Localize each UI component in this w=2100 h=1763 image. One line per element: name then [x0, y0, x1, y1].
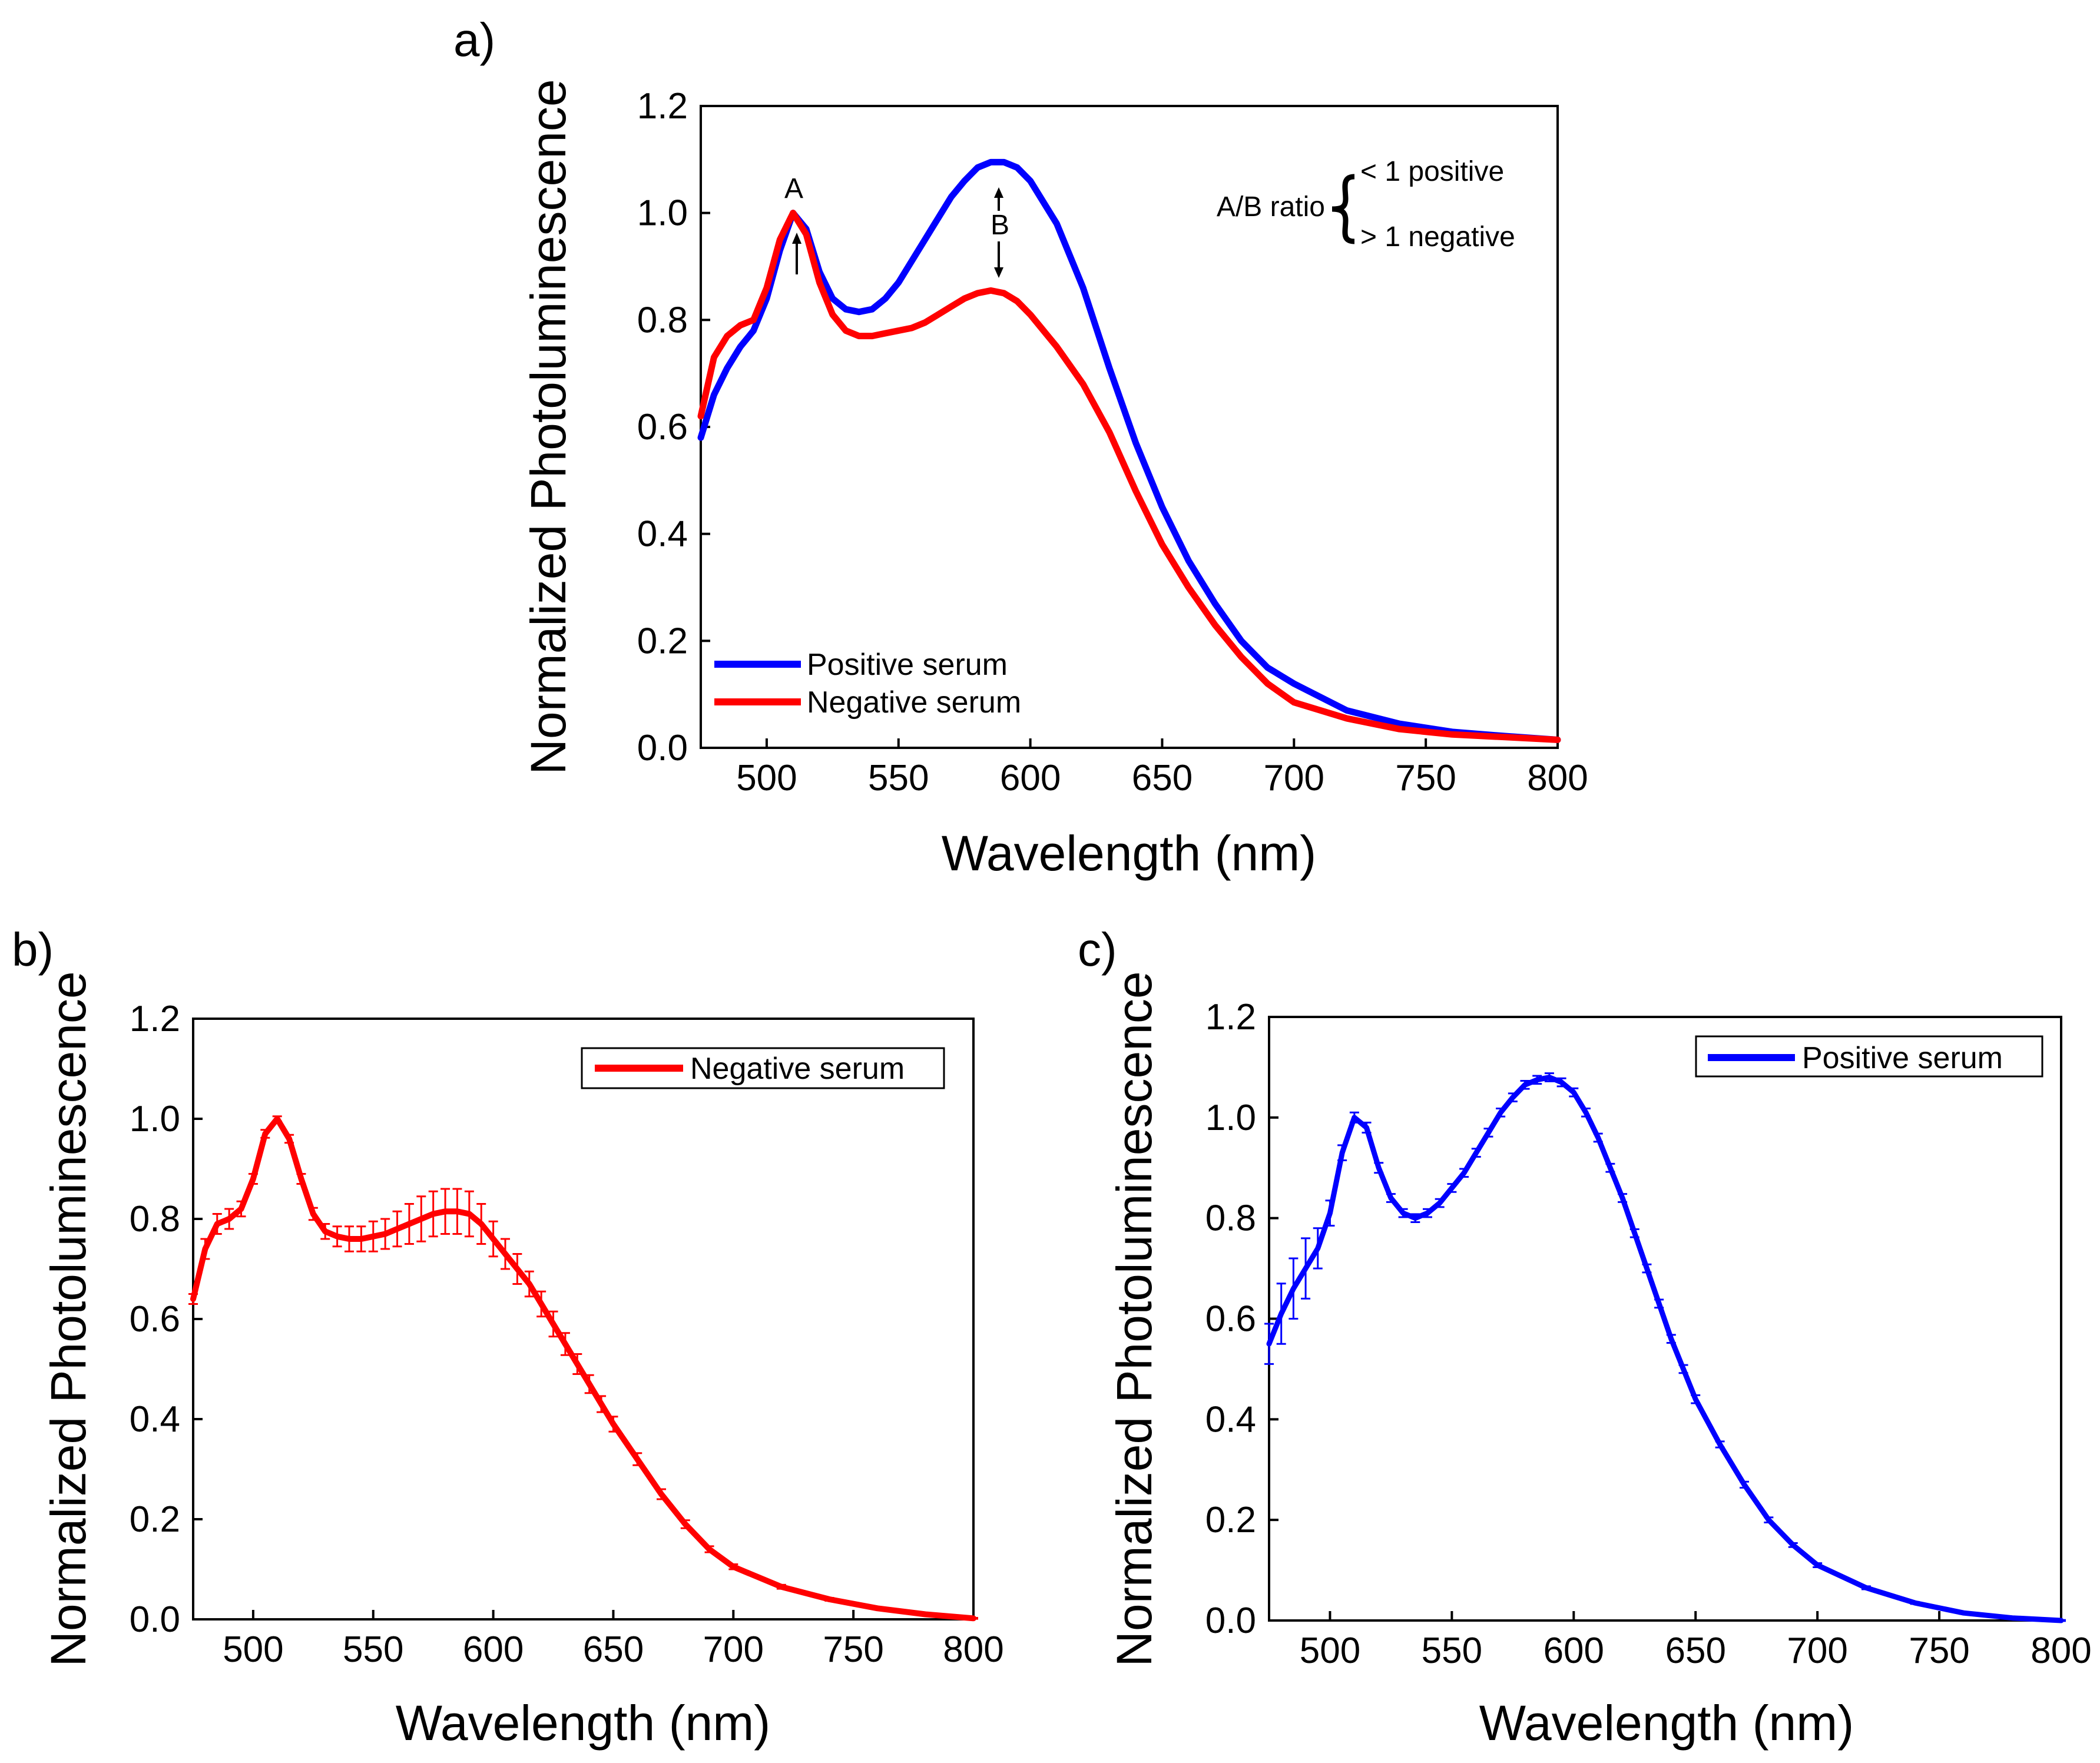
x-tick-label: 700	[1264, 758, 1324, 798]
panel-b-label: b)	[12, 923, 54, 976]
panel-c-y-axis-label: Normalized Photoluminescence	[1107, 971, 1162, 1666]
panel-b-frame	[192, 1018, 975, 1620]
panel-c-plotarea	[1264, 1072, 2066, 1623]
panel-c-legend-label: Positive serum	[1802, 1041, 2003, 1075]
peak-b-arrowhead-down	[994, 267, 1003, 278]
ratio-positive-text: < 1 positive	[1360, 156, 1504, 187]
legend-negative-label: Negative serum	[807, 685, 1021, 720]
negative-serum-line	[697, 210, 1561, 743]
panel-c-xticks: 500 550 600 650 700 750 800	[1300, 1611, 2092, 1671]
panel-a-xticks: 500 550 600 650 700 750 800	[736, 738, 1588, 798]
x-tick-label: 800	[2031, 1631, 2091, 1671]
x-tick-label: 600	[1000, 758, 1061, 798]
peak-a-arrowhead	[792, 233, 801, 244]
y-tick-label: 0.6	[130, 1299, 180, 1340]
panel-b-legend-label: Negative serum	[690, 1052, 905, 1086]
panel-a: a) 500 550 600 650 700 750 800 0.0 0.2 0.4 0.6 0.8…	[453, 14, 1588, 881]
ratio-label: A/B ratio	[1217, 191, 1325, 223]
panel-c-yticks: 0.0 0.2 0.4 0.6 0.8 1.0 1.2	[1205, 997, 1278, 1641]
y-tick-label: 0.2	[1205, 1500, 1256, 1540]
x-tick-label: 700	[1787, 1631, 1847, 1671]
x-tick-label: 700	[703, 1629, 764, 1670]
panel-b-y-axis-label: Normalized Photoluminescence	[41, 971, 96, 1666]
y-tick-label: 0.8	[130, 1199, 180, 1240]
x-tick-label: 600	[463, 1629, 524, 1670]
peak-b-arrowhead-up	[994, 187, 1003, 198]
ratio-brace	[1331, 174, 1355, 244]
peak-a-label: A	[784, 173, 803, 204]
panel-a-plotarea	[697, 158, 1561, 743]
panel-b: b) 500 550 600 650 700 750 800 0.0 0.2 0.4 0.6 0.8…	[12, 923, 1004, 1751]
panel-c-label: c)	[1078, 923, 1117, 976]
panel-b-xticks: 500 550 600 650 700 750 800	[223, 1610, 1004, 1670]
y-tick-label: 0.2	[130, 1499, 180, 1540]
y-tick-label: 0.0	[130, 1599, 180, 1640]
y-tick-label: 0.0	[1205, 1600, 1256, 1641]
panel-a-y-axis-label: Normalized Photoluminescence	[521, 79, 576, 774]
negative-serum-line	[190, 1116, 976, 1622]
y-tick-label: 0.4	[130, 1399, 180, 1440]
y-tick-label: 0.6	[637, 407, 688, 448]
y-tick-label: 1.0	[130, 1099, 180, 1139]
y-tick-label: 1.0	[637, 193, 688, 234]
y-tick-label: 1.2	[130, 999, 180, 1039]
panel-c-x-axis-label: Wavelength (nm)	[1479, 1695, 1854, 1751]
x-tick-label: 650	[583, 1629, 644, 1670]
x-tick-label: 750	[823, 1629, 883, 1670]
panel-b-plotarea	[188, 1115, 978, 1622]
panel-a-x-axis-label: Wavelength (nm)	[942, 826, 1316, 881]
panel-a-yticks: 0.0 0.2 0.4 0.6 0.8 1.0 1.2	[637, 86, 710, 768]
ratio-negative-text: > 1 negative	[1360, 221, 1515, 253]
y-tick-label: 0.8	[637, 300, 688, 340]
y-tick-label: 0.0	[637, 728, 688, 768]
peak-b-label: B	[991, 210, 1009, 241]
x-tick-label: 500	[223, 1629, 283, 1670]
y-tick-label: 0.8	[1205, 1198, 1256, 1239]
y-tick-label: 1.0	[1205, 1098, 1256, 1138]
x-tick-label: 500	[1300, 1631, 1360, 1671]
x-tick-label: 750	[1395, 758, 1456, 798]
legend-positive-label: Positive serum	[807, 648, 1008, 682]
x-tick-label: 550	[1422, 1631, 1482, 1671]
x-tick-label: 750	[1909, 1631, 1969, 1671]
y-tick-label: 0.4	[637, 514, 688, 555]
panel-b-yticks: 0.0 0.2 0.4 0.6 0.8 1.0 1.2	[130, 999, 203, 1640]
panel-c: c) 500 550 600 650 700 750 800 0.0 0.2 0.4 0.6 0.8…	[1078, 923, 2092, 1751]
x-tick-label: 550	[343, 1629, 403, 1670]
x-tick-label: 800	[943, 1629, 1003, 1670]
x-tick-label: 550	[868, 758, 929, 798]
panel-b-x-axis-label: Wavelength (nm)	[396, 1695, 770, 1751]
y-tick-label: 0.2	[637, 621, 688, 661]
x-tick-label: 600	[1543, 1631, 1604, 1671]
x-tick-label: 650	[1665, 1631, 1726, 1671]
y-tick-label: 1.2	[637, 86, 688, 127]
x-tick-label: 500	[736, 758, 797, 798]
x-tick-label: 650	[1132, 758, 1193, 798]
x-tick-label: 800	[1527, 758, 1588, 798]
y-tick-label: 0.6	[1205, 1299, 1256, 1340]
positive-serum-line	[1266, 1075, 2064, 1623]
panel-a-label: a)	[453, 14, 495, 66]
y-tick-label: 1.2	[1205, 997, 1256, 1038]
y-tick-label: 0.4	[1205, 1399, 1256, 1440]
